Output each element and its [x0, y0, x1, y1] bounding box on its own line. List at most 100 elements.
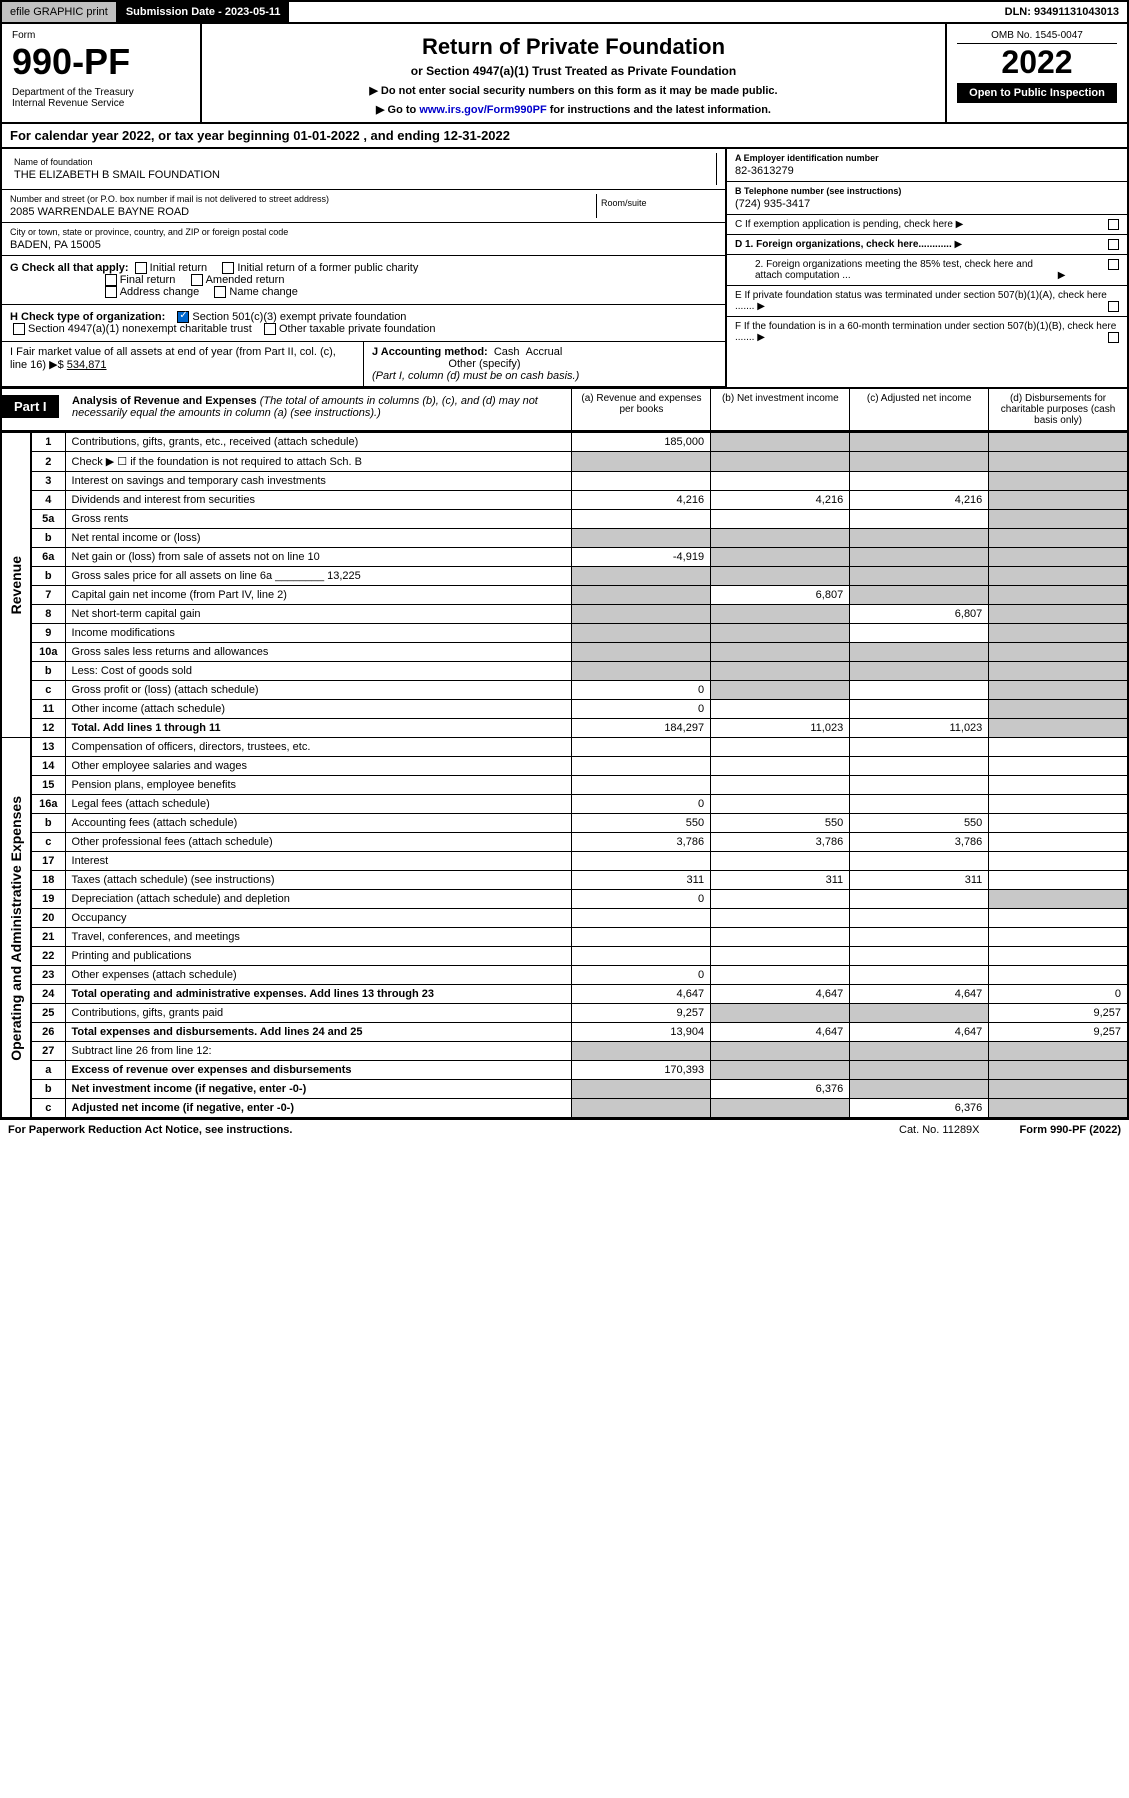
- cell-c: [850, 795, 989, 814]
- cell-c: [850, 1004, 989, 1023]
- cell-b: [711, 433, 850, 452]
- cell-d: [989, 1099, 1128, 1119]
- cell-d: [989, 1080, 1128, 1099]
- cell-d: [989, 890, 1128, 909]
- cell-b: [711, 776, 850, 795]
- col-c: (c) Adjusted net income: [849, 389, 988, 430]
- cell-d: [989, 1061, 1128, 1080]
- line-num: a: [31, 1061, 65, 1080]
- cell-c: 4,647: [850, 985, 989, 1004]
- cb-name[interactable]: [214, 286, 226, 298]
- cell-b: 550: [711, 814, 850, 833]
- cell-b: 6,376: [711, 1080, 850, 1099]
- line-num: 1: [31, 433, 65, 452]
- cell-c: [850, 567, 989, 586]
- j-label: J Accounting method:: [372, 346, 488, 358]
- irs-link[interactable]: www.irs.gov/Form990PF: [419, 104, 546, 116]
- table-row: bAccounting fees (attach schedule)550550…: [1, 814, 1128, 833]
- cell-c: [850, 738, 989, 757]
- line-num: 8: [31, 605, 65, 624]
- cb-amended[interactable]: [191, 274, 203, 286]
- cell-a: 4,647: [571, 985, 710, 1004]
- table-row: 17Interest: [1, 852, 1128, 871]
- line-label: Interest on savings and temporary cash i…: [65, 472, 571, 491]
- address: 2085 WARRENDALE BAYNE ROAD: [10, 206, 596, 218]
- table-row: 20Occupancy: [1, 909, 1128, 928]
- cb-initial[interactable]: [135, 262, 147, 274]
- efile-label[interactable]: efile GRAPHIC print: [2, 2, 118, 22]
- table-row: 21Travel, conferences, and meetings: [1, 928, 1128, 947]
- top-bar: efile GRAPHIC print Submission Date - 20…: [0, 0, 1129, 22]
- line-num: 19: [31, 890, 65, 909]
- cb-4947[interactable]: [13, 323, 25, 335]
- cb-501c3[interactable]: [177, 311, 189, 323]
- cell-b: [711, 662, 850, 681]
- room-label: Room/suite: [597, 194, 717, 218]
- line-num: 6a: [31, 548, 65, 567]
- line-num: 23: [31, 966, 65, 985]
- cb-c[interactable]: [1108, 219, 1119, 230]
- table-row: 19Depreciation (attach schedule) and dep…: [1, 890, 1128, 909]
- cb-initial-former[interactable]: [222, 262, 234, 274]
- line-label: Net investment income (if negative, ente…: [65, 1080, 571, 1099]
- cell-a: [571, 567, 710, 586]
- cell-b: [711, 548, 850, 567]
- table-row: 23Other expenses (attach schedule)0: [1, 966, 1128, 985]
- table-row: 3Interest on savings and temporary cash …: [1, 472, 1128, 491]
- line-num: 27: [31, 1042, 65, 1061]
- d1-row: D 1. Foreign organizations, check here..…: [727, 235, 1127, 255]
- cell-c: [850, 662, 989, 681]
- cell-a: [571, 852, 710, 871]
- cell-c: [850, 681, 989, 700]
- table-row: 27Subtract line 26 from line 12:: [1, 1042, 1128, 1061]
- line-label: Interest: [65, 852, 571, 871]
- cell-d: [989, 472, 1128, 491]
- h-row: H Check type of organization: Section 50…: [2, 305, 725, 342]
- form-subtitle: or Section 4947(a)(1) Trust Treated as P…: [212, 64, 935, 78]
- cell-c: [850, 890, 989, 909]
- line-num: b: [31, 814, 65, 833]
- cb-final[interactable]: [105, 274, 117, 286]
- line-label: Gross rents: [65, 510, 571, 529]
- cell-c: [850, 909, 989, 928]
- cell-d: [989, 624, 1128, 643]
- cell-d: [989, 852, 1128, 871]
- cell-a: [571, 643, 710, 662]
- footer: For Paperwork Reduction Act Notice, see …: [0, 1119, 1129, 1140]
- line-label: Depreciation (attach schedule) and deple…: [65, 890, 571, 909]
- cb-d1[interactable]: [1108, 239, 1119, 250]
- cb-address[interactable]: [105, 286, 117, 298]
- cell-a: 0: [571, 890, 710, 909]
- city-label: City or town, state or province, country…: [10, 227, 717, 237]
- cb-e[interactable]: [1108, 301, 1119, 312]
- cell-c: [850, 852, 989, 871]
- cell-d: [989, 814, 1128, 833]
- table-row: 24Total operating and administrative exp…: [1, 985, 1128, 1004]
- table-row: 4Dividends and interest from securities4…: [1, 491, 1128, 510]
- cell-a: 311: [571, 871, 710, 890]
- cb-d2[interactable]: [1108, 259, 1119, 270]
- line-num: 11: [31, 700, 65, 719]
- table-row: cAdjusted net income (if negative, enter…: [1, 1099, 1128, 1119]
- cell-b: [711, 567, 850, 586]
- cell-b: [711, 852, 850, 871]
- line-label: Pension plans, employee benefits: [65, 776, 571, 795]
- cell-c: [850, 472, 989, 491]
- cell-d: [989, 567, 1128, 586]
- line-label: Accounting fees (attach schedule): [65, 814, 571, 833]
- tax-year: 2022: [957, 44, 1117, 81]
- line-label: Adjusted net income (if negative, enter …: [65, 1099, 571, 1119]
- cell-d: [989, 947, 1128, 966]
- line-num: 4: [31, 491, 65, 510]
- cell-d: [989, 586, 1128, 605]
- cell-c: [850, 966, 989, 985]
- cell-b: [711, 1099, 850, 1119]
- line-num: 24: [31, 985, 65, 1004]
- cell-b: [711, 1061, 850, 1080]
- cb-other-tax[interactable]: [264, 323, 276, 335]
- line-label: Excess of revenue over expenses and disb…: [65, 1061, 571, 1080]
- cell-d: 9,257: [989, 1023, 1128, 1042]
- cb-f[interactable]: [1108, 332, 1119, 343]
- cell-a: [571, 586, 710, 605]
- cell-b: [711, 795, 850, 814]
